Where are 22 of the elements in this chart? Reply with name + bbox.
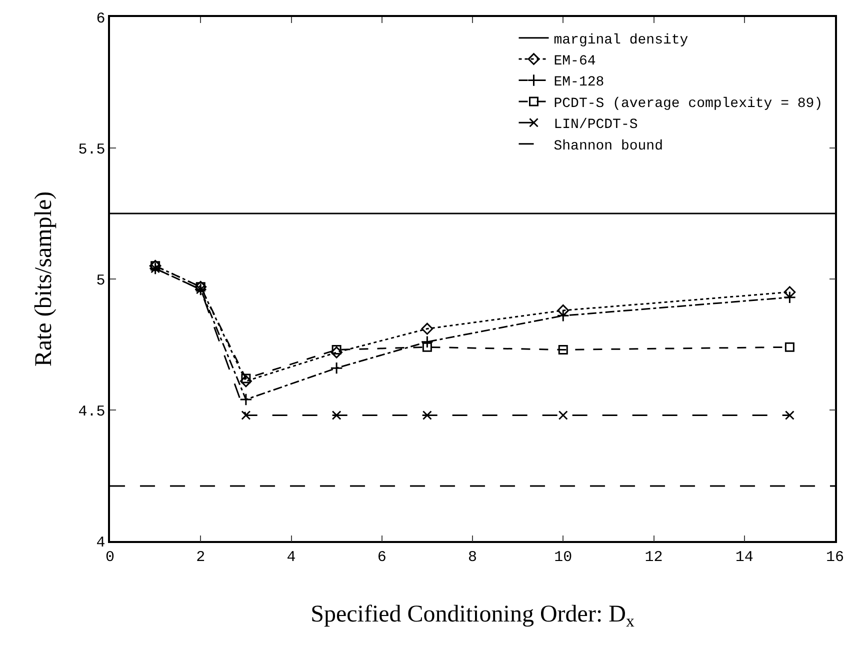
- x-tick-label: 2: [196, 548, 206, 566]
- x-tick-label: 8: [468, 548, 478, 566]
- legend-label: EM-64: [554, 54, 596, 70]
- x-tick-label: 12: [644, 548, 663, 566]
- x-tick-label: 4: [286, 548, 296, 566]
- legend-label: PCDT-S (average complexity = 89): [554, 96, 823, 112]
- legend-label: LIN/PCDT-S: [554, 117, 638, 134]
- y-tick-label: 5.5: [78, 141, 106, 158]
- x-axis-title: Specified Conditioning Order: D$_{x}$: [310, 602, 635, 631]
- x-tick-label: 10: [554, 548, 572, 566]
- y-axis-title: Rate (bits/sample): [30, 191, 57, 367]
- x-tick-label: 0: [105, 548, 115, 566]
- legend-label: Shannon bound: [554, 138, 663, 154]
- y-tick-label: 6: [96, 10, 106, 28]
- x-tick-label: 16: [826, 548, 844, 566]
- y-tick-label: 4.5: [78, 403, 106, 420]
- legend-label: EM-128: [554, 74, 604, 91]
- x-tick-label: 14: [735, 548, 754, 566]
- x-tick-label: 6: [377, 548, 386, 566]
- y-tick-label: 4: [96, 534, 106, 552]
- legend-label: marginal density: [554, 32, 688, 48]
- y-tick-label: 5: [96, 272, 106, 290]
